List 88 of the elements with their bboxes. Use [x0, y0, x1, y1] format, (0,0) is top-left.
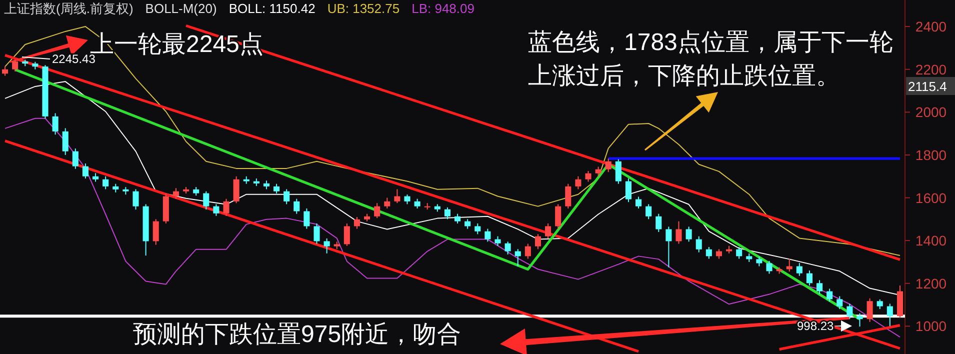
text: 2115.4 — [908, 79, 947, 94]
annotation: 预测的下跌位置975附近，吻合 — [133, 321, 462, 348]
candlestick — [344, 222, 350, 246]
candlestick — [605, 158, 612, 173]
chart-title: 上证指数(周线.前复权) — [4, 1, 134, 16]
candlestick — [152, 218, 159, 246]
candlestick — [706, 246, 712, 260]
candlestick — [826, 288, 833, 302]
y-tick-label: 2200 — [915, 61, 947, 78]
text: LB: 948.09 — [412, 1, 474, 16]
candlestick — [656, 213, 662, 233]
candlestick — [595, 166, 602, 177]
annotation: 2245.43 — [52, 52, 96, 66]
candlestick — [294, 198, 300, 214]
candlestick — [384, 197, 390, 209]
y-tick-label: 2400 — [915, 18, 947, 35]
y-tick-label: 1800 — [915, 146, 947, 163]
candlestick — [132, 188, 139, 210]
candlestick — [666, 226, 672, 268]
chart-subtitle: BOLL-M(20) — [145, 1, 217, 16]
candlestick — [12, 59, 18, 72]
y-tick-label: 1000 — [915, 318, 947, 334]
candlestick — [866, 298, 873, 322]
candlestick — [464, 218, 471, 230]
y-tick-label: 1200 — [915, 275, 947, 292]
annotation: 998.23 — [797, 319, 834, 333]
candlestick — [374, 202, 380, 219]
candlestick — [686, 226, 692, 242]
candlestick — [233, 176, 240, 204]
candlestick — [514, 248, 521, 267]
candlestick — [806, 270, 812, 286]
candlestick — [304, 208, 310, 230]
candlestick — [474, 222, 481, 235]
candlestick — [203, 190, 210, 210]
candlestick — [836, 296, 843, 310]
candlestick — [284, 188, 290, 205]
candlestick — [585, 170, 592, 182]
candlestick — [62, 128, 68, 156]
text: BOLL: 1150.42 — [228, 1, 316, 16]
candlestick — [354, 216, 360, 230]
line-series — [4, 26, 900, 256]
candlestick — [856, 312, 863, 328]
candlestick — [494, 236, 501, 246]
candlestick — [82, 163, 88, 179]
candlestick — [575, 176, 582, 190]
candlestick — [756, 256, 762, 267]
candlestick — [716, 248, 722, 260]
candlestick — [504, 241, 511, 255]
candlestick — [646, 204, 652, 220]
candlestick — [52, 112, 58, 136]
candlestick — [213, 204, 220, 216]
y-tick-label: 1600 — [915, 190, 947, 206]
candlestick — [696, 236, 702, 253]
candlestick — [534, 234, 541, 250]
candlestick — [274, 183, 280, 194]
candlestick — [172, 188, 179, 200]
candlestick — [414, 198, 420, 209]
candlestick — [545, 222, 552, 239]
candlestick — [736, 246, 742, 260]
candlestick — [223, 198, 230, 216]
candlestick — [796, 262, 802, 276]
candlestick — [484, 228, 491, 242]
candlestick — [394, 188, 400, 204]
candlestick — [636, 196, 642, 209]
candlestick — [816, 280, 823, 295]
candlestick — [786, 258, 792, 272]
candlestick — [565, 183, 572, 209]
candlestick — [2, 66, 8, 76]
candlestick — [404, 194, 410, 205]
candlestick — [615, 158, 622, 184]
candlestick — [876, 298, 883, 310]
candlestick — [72, 148, 78, 170]
candlestick — [324, 238, 330, 254]
candlestick — [886, 303, 893, 327]
candlestick — [625, 178, 632, 203]
candlestick — [454, 213, 461, 224]
text: UB: 1352.75 — [327, 1, 400, 16]
candlestick — [524, 243, 531, 260]
y-tick-label: 2000 — [915, 104, 947, 120]
candlestick — [444, 206, 450, 220]
candlestick — [102, 176, 109, 190]
candlestick — [766, 260, 772, 274]
candlestick — [676, 220, 682, 244]
annotation: 蓝色线，1783点位置，属于下一轮上涨过后，下降的止跌位置。 — [528, 29, 894, 90]
candlestick — [555, 204, 562, 230]
y-tick-label: 1400 — [915, 232, 947, 249]
candlestick — [314, 222, 320, 244]
candlestick — [846, 303, 853, 320]
